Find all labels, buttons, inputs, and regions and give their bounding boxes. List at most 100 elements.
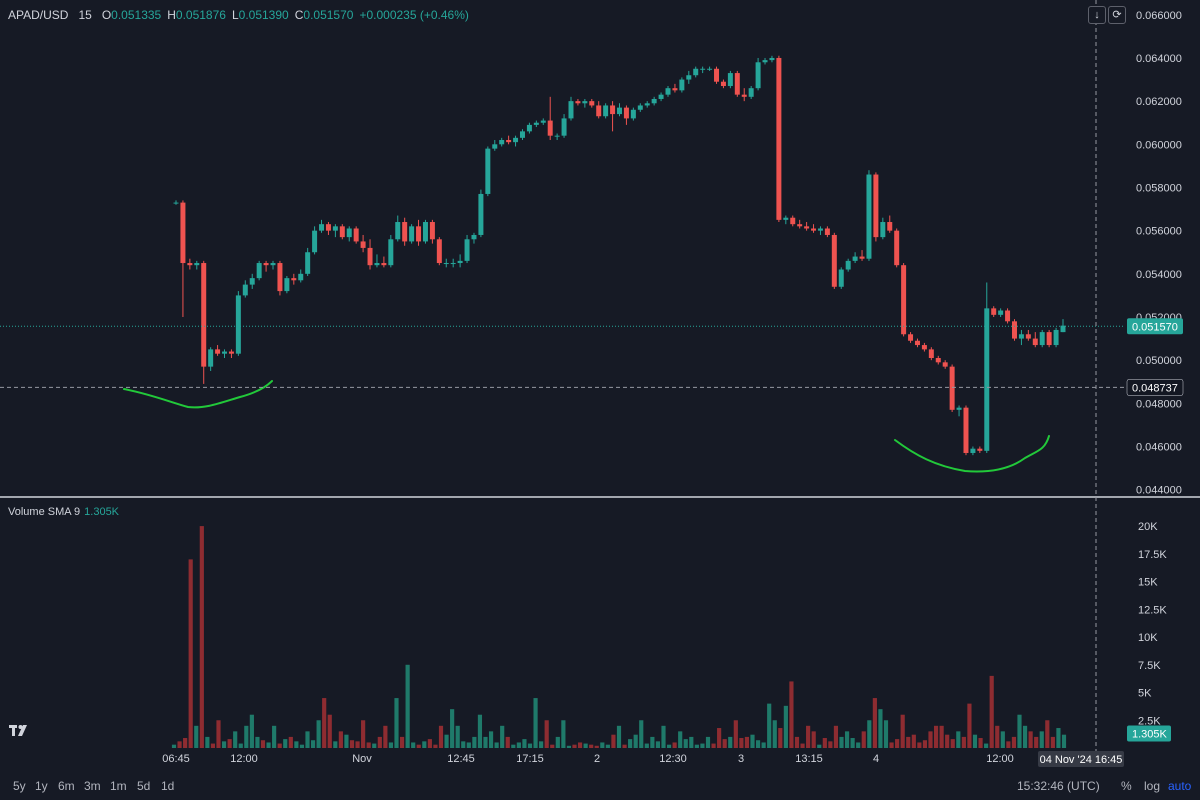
log-toggle[interactable]: log — [1144, 779, 1161, 793]
candle-body — [568, 101, 574, 119]
candle-body — [921, 345, 927, 350]
candle-body — [409, 226, 415, 242]
volume-bar — [577, 742, 583, 748]
volume-bar — [895, 739, 900, 748]
volume-bar — [566, 745, 572, 748]
volume-bar — [972, 734, 978, 748]
candle-body — [561, 118, 567, 136]
candle-body — [679, 79, 685, 91]
close-value: 0.051570 — [303, 8, 354, 22]
time-tick-label: Nov — [352, 753, 372, 765]
interval-label[interactable]: 15 — [78, 8, 92, 22]
volume-tick-label: 20K — [1138, 521, 1158, 533]
candle-body — [776, 57, 782, 220]
candle-body — [402, 222, 408, 242]
volume-bar — [411, 742, 416, 748]
volume-bar — [461, 741, 466, 748]
volume-bar — [333, 741, 338, 748]
candle-body — [554, 135, 560, 137]
volume-bar — [227, 739, 232, 748]
volume-bar — [233, 731, 238, 748]
candle-body — [845, 260, 851, 270]
candle-body — [623, 107, 629, 119]
volume-bar — [249, 714, 254, 748]
open-label: O — [101, 8, 112, 22]
auto-toggle[interactable]: auto — [1168, 779, 1192, 793]
volume-bar — [522, 739, 527, 748]
volume-bar — [911, 734, 916, 748]
volume-bar — [883, 720, 889, 748]
percent-toggle[interactable]: % — [1121, 779, 1132, 793]
time-tick-label: 12:00 — [230, 753, 258, 765]
volume-bar — [833, 725, 839, 748]
candle-body — [485, 148, 491, 194]
volume-bar — [472, 736, 477, 748]
volume-bar — [611, 734, 616, 748]
volume-bar — [900, 714, 905, 748]
candle-body — [388, 239, 394, 266]
candle-body — [339, 226, 345, 238]
volume-bar — [666, 744, 672, 748]
time-tick-label: 17:15 — [516, 753, 544, 765]
volume-bar — [188, 559, 193, 748]
timeframe-3m[interactable]: 3m — [84, 779, 101, 793]
crosshair-time-badge — [1038, 751, 1124, 767]
volume-tick-label: 12.5K — [1138, 604, 1167, 616]
volume-bar — [355, 741, 360, 748]
volume-bar — [266, 742, 271, 748]
volume-bar — [516, 742, 521, 748]
candle-body — [499, 139, 505, 145]
volume-bar — [878, 709, 883, 748]
time-tick-label: 12:00 — [986, 753, 1014, 765]
last-price-badge — [1127, 318, 1183, 335]
time-tick-label: 06:45 — [162, 753, 190, 765]
candle-body — [492, 144, 498, 149]
candle-body — [908, 334, 914, 341]
volume-bar — [861, 731, 866, 748]
candle-body — [707, 68, 713, 70]
volume-bar — [310, 740, 316, 748]
volume-bar — [505, 736, 510, 748]
candle-body — [596, 105, 602, 117]
candle-body — [513, 137, 519, 143]
timeframe-6m[interactable]: 6m — [58, 779, 75, 793]
arrow-down-icon[interactable]: ↓ — [1088, 6, 1106, 24]
candle-body — [914, 340, 920, 346]
close-label: C — [294, 8, 304, 22]
candle-body — [804, 226, 810, 229]
volume-bar — [1061, 734, 1067, 748]
price-tick-label: 0.058000 — [1136, 182, 1182, 194]
timeframe-1m[interactable]: 1m — [110, 779, 127, 793]
tradingview-logo-icon[interactable] — [8, 722, 32, 742]
volume-bar — [594, 745, 599, 748]
candle-body — [208, 349, 214, 367]
timeframe-5d[interactable]: 5d — [137, 779, 151, 793]
volume-bar — [933, 725, 939, 748]
time-tick-label: 4 — [873, 753, 879, 765]
volume-bar — [349, 740, 355, 748]
volume-bar — [906, 736, 911, 748]
volume-bar — [650, 736, 655, 748]
candle-body — [450, 263, 456, 265]
volume-bar — [272, 725, 277, 748]
timeframe-1d[interactable]: 1d — [161, 779, 175, 793]
volume-bar — [672, 742, 677, 748]
volume-bar — [850, 738, 855, 748]
refresh-icon[interactable]: ⟳ — [1108, 6, 1126, 24]
candle-body — [1025, 334, 1031, 339]
volume-bar — [316, 720, 321, 748]
candle-body — [235, 295, 241, 354]
volume-bar — [1022, 725, 1028, 748]
symbol-label[interactable]: APAD/USD — [8, 8, 69, 22]
candle-body — [686, 75, 692, 80]
timeframe-5y[interactable]: 5y — [13, 779, 26, 793]
timeframe-1y[interactable]: 1y — [35, 779, 48, 793]
volume-bar — [995, 725, 1000, 748]
candle-body — [547, 120, 553, 136]
candle-body — [714, 68, 720, 82]
volume-bar — [244, 725, 249, 748]
volume-bar — [527, 743, 533, 748]
volume-bar — [444, 734, 449, 748]
candle-body — [464, 239, 470, 261]
